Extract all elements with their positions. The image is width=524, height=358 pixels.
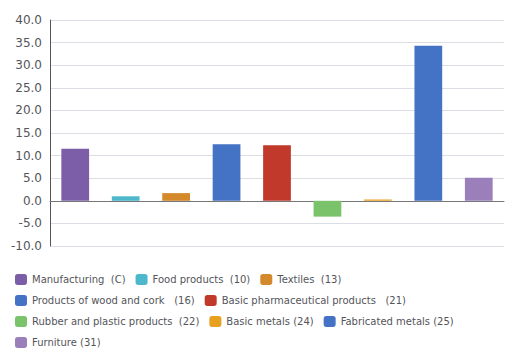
svg-text:Manufacturing (C): Manufacturing (C) (32, 274, 126, 285)
svg-text:Basic pharmaceutical products: Basic pharmaceutical products (21) (222, 295, 406, 306)
svg-text:Basic metals (24): Basic metals (24) (226, 316, 313, 327)
svg-text:10.0: 10.0 (15, 149, 42, 163)
svg-text:20.0: 20.0 (15, 103, 42, 117)
svg-text:35.0: 35.0 (15, 36, 42, 50)
svg-text:40.0: 40.0 (15, 13, 42, 27)
svg-text:Rubber and plastic products (: Rubber and plastic products (22) (32, 316, 199, 327)
svg-text:Furniture (31): Furniture (31) (32, 337, 101, 348)
svg-text:0.0: 0.0 (23, 194, 42, 208)
svg-text:Products of wood and cork (1: Products of wood and cork (16) (32, 295, 195, 306)
svg-text:-10.0: -10.0 (11, 239, 42, 253)
svg-text:30.0: 30.0 (15, 58, 42, 72)
svg-text:Food products (10): Food products (10) (153, 274, 251, 285)
svg-text:5.0: 5.0 (23, 171, 42, 185)
svg-text:Textiles (13): Textiles (13) (276, 274, 341, 285)
svg-text:15.0: 15.0 (15, 126, 42, 140)
svg-text:Fabricated metals (25): Fabricated metals (25) (341, 316, 454, 327)
svg-text:25.0: 25.0 (15, 81, 42, 95)
svg-text:-5.0: -5.0 (19, 216, 42, 230)
